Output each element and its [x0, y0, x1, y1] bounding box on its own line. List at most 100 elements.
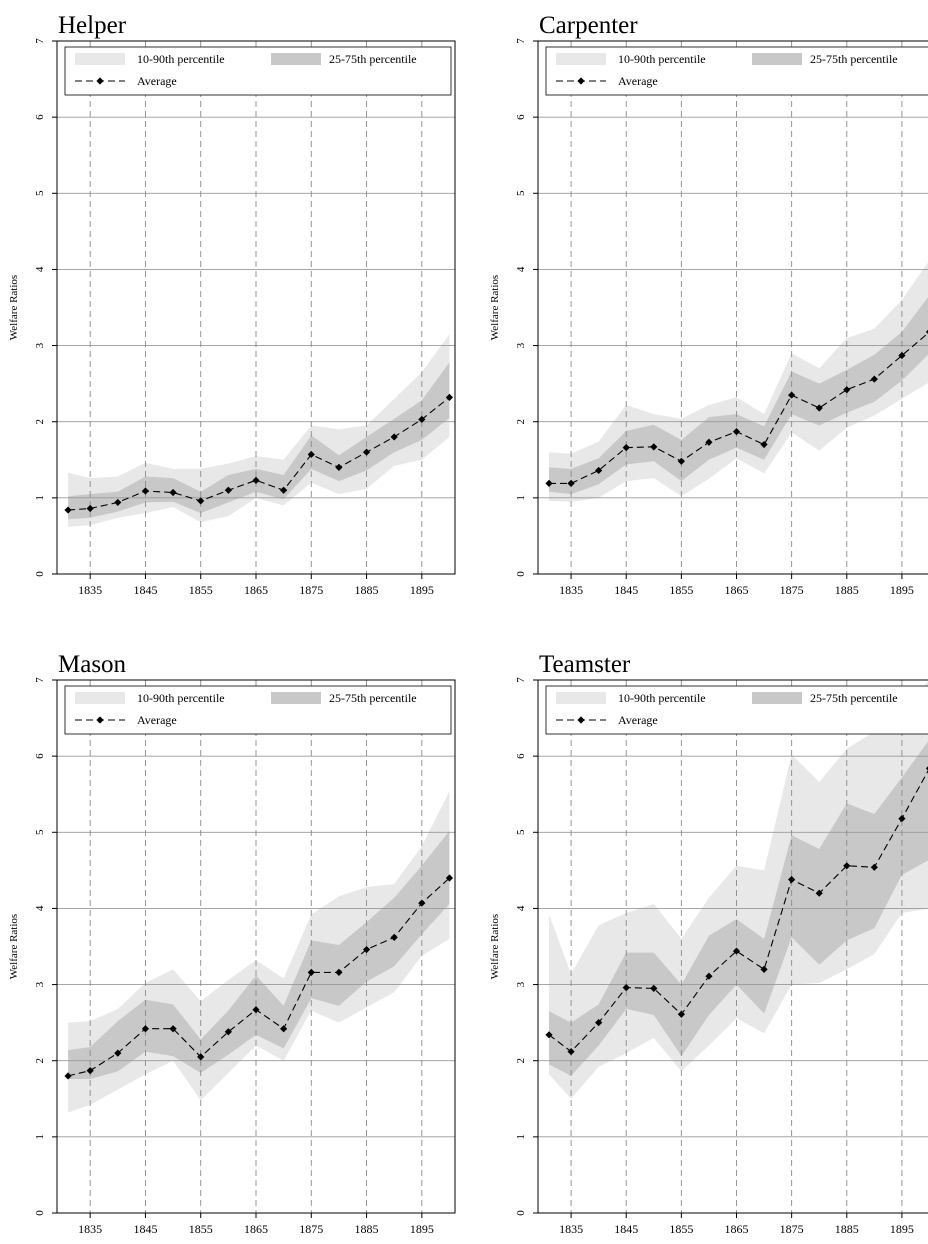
- chart-panel-helper: Helper Welfare Ratios 0 1 2 3 4 5 6 7 1835 1845 1855…: [8, 12, 456, 597]
- average-point: [815, 404, 823, 412]
- average-point: [705, 972, 713, 980]
- average-point: [898, 351, 906, 360]
- average-point: [445, 874, 454, 882]
- chart-title: Mason: [58, 651, 127, 678]
- x-tick-label: 1865: [244, 583, 268, 597]
- chart-title: Teamster: [539, 651, 631, 678]
- legend-swatch-25-75: [271, 692, 321, 704]
- y-tick-label: 6: [515, 753, 527, 759]
- legend-label-10-90: 10-90th percentile: [137, 52, 225, 66]
- chart-title: Helper: [58, 12, 127, 39]
- x-tick-label: 1885: [355, 1222, 379, 1236]
- average-point: [815, 889, 823, 897]
- average-point: [870, 375, 878, 383]
- average-point: [843, 862, 851, 870]
- y-tick-label: 4: [515, 266, 527, 272]
- x-tick-label: 1835: [78, 583, 102, 597]
- average-point: [925, 766, 928, 771]
- average-point: [114, 1049, 122, 1057]
- band-25-75: [549, 741, 928, 1076]
- legend-label-25-75: 25-75th percentile: [329, 691, 417, 705]
- x-tick-label: 1865: [725, 583, 749, 597]
- x-tick-label: 1835: [559, 1222, 583, 1236]
- y-tick-label: 0: [34, 1210, 46, 1216]
- legend: 10-90th percentile 25-75th percentile Aver…: [545, 46, 928, 96]
- x-tick-label: 1835: [78, 1222, 102, 1236]
- average-point: [545, 479, 553, 487]
- y-tick-label: 5: [34, 190, 46, 196]
- y-tick-label: 2: [515, 419, 527, 425]
- y-axis-label: Welfare Ratios: [8, 275, 20, 340]
- chart-panel-carpenter: Carpenter Welfare Ratios 0 1 2 3 4 5 6 7 1835 1845 1…: [489, 12, 928, 597]
- average-point: [64, 506, 72, 514]
- legend-label-average: Average: [618, 713, 658, 727]
- legend-label-average: Average: [137, 713, 177, 727]
- y-tick-label: 7: [34, 677, 46, 683]
- y-tick-label: 1: [515, 495, 527, 501]
- average-line: [68, 396, 450, 511]
- x-tick-label: 1865: [244, 1222, 268, 1236]
- legend-swatch-10-90: [75, 53, 125, 65]
- legend-average-marker: [577, 77, 585, 85]
- legend: 10-90th percentile 25-75th percentile Aver…: [545, 685, 928, 735]
- plot-area: [538, 680, 928, 1213]
- y-tick-label: 5: [34, 829, 46, 835]
- chart-panel-mason: Mason Welfare Ratios 0 1 2 3 4 5 6 7 1835 1845 1855 1…: [8, 651, 456, 1236]
- x-tick-label: 1855: [189, 1222, 213, 1236]
- legend-box: [64, 685, 452, 735]
- legend-swatch-25-75: [752, 692, 802, 704]
- x-tick-label: 1855: [669, 583, 693, 597]
- x-tick-label: 1855: [669, 1222, 693, 1236]
- legend-label-average: Average: [137, 74, 177, 88]
- average-point: [677, 1010, 685, 1018]
- average-point: [788, 391, 796, 399]
- average-point: [622, 444, 630, 452]
- average-point: [335, 463, 343, 471]
- plot-area: [57, 680, 455, 1213]
- average-point: [595, 1019, 603, 1027]
- y-axis-label: Welfare Ratios: [489, 914, 501, 979]
- average-point: [169, 488, 177, 497]
- x-tick-label: 1895: [890, 1222, 914, 1236]
- average-point: [677, 457, 685, 465]
- y-tick-label: 2: [515, 1058, 527, 1064]
- legend-label-25-75: 25-75th percentile: [329, 52, 417, 66]
- x-tick-label: 1865: [725, 1222, 749, 1236]
- legend-swatch-10-90: [556, 692, 606, 704]
- legend-box: [545, 46, 928, 96]
- y-tick-label: 1: [515, 1134, 527, 1140]
- chart-title: Carpenter: [539, 12, 638, 39]
- average-point: [595, 466, 603, 475]
- legend-label-25-75: 25-75th percentile: [810, 691, 898, 705]
- y-axis-label: Welfare Ratios: [8, 914, 20, 979]
- y-tick-label: 4: [515, 905, 527, 911]
- average-point: [390, 433, 398, 441]
- band-25-75: [549, 297, 928, 495]
- average-point: [252, 1006, 260, 1014]
- average-point: [445, 393, 454, 401]
- x-tick-label: 1845: [614, 1222, 638, 1236]
- legend-box: [545, 685, 928, 735]
- legend-swatch-10-90: [556, 53, 606, 65]
- legend-box: [64, 46, 452, 96]
- average-point: [114, 498, 122, 507]
- legend-average-marker: [96, 77, 104, 85]
- average-point: [141, 1025, 150, 1033]
- y-tick-label: 0: [515, 571, 527, 577]
- legend-label-25-75: 25-75th percentile: [810, 52, 898, 66]
- average-point: [362, 448, 371, 456]
- legend-average-marker: [96, 716, 104, 724]
- average-point: [760, 440, 768, 449]
- legend-swatch-10-90: [75, 692, 125, 704]
- average-point: [705, 438, 713, 446]
- legend-swatch-25-75: [271, 53, 321, 65]
- legend-swatch-25-75: [752, 53, 802, 65]
- legend-average-marker: [577, 716, 585, 724]
- x-tick-label: 1895: [890, 583, 914, 597]
- x-tick-label: 1855: [189, 583, 213, 597]
- y-tick-label: 7: [515, 677, 527, 683]
- average-point: [843, 386, 851, 394]
- average-point: [870, 863, 878, 871]
- average-point: [650, 984, 658, 992]
- average-point: [252, 476, 260, 484]
